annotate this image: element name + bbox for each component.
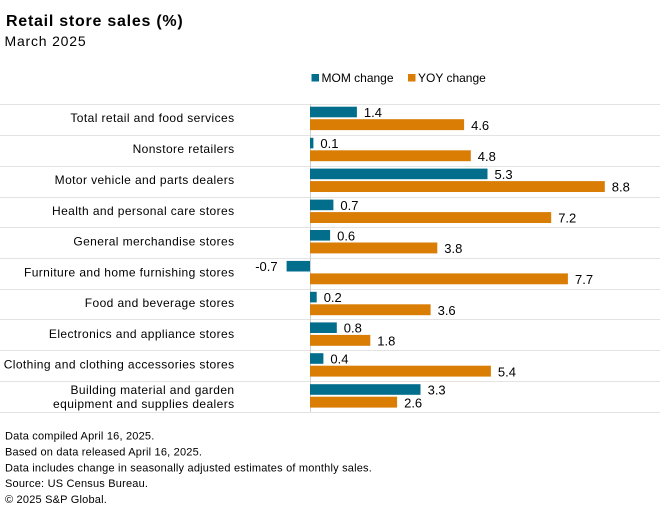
- svg-text:Electronics and appliance stor: Electronics and appliance stores: [49, 327, 235, 341]
- svg-text:0.2: 0.2: [324, 290, 342, 305]
- svg-text:Nonstore retailers: Nonstore retailers: [133, 142, 235, 156]
- svg-text:Data includes change in season: Data includes change in seasonally adjus…: [5, 462, 372, 474]
- svg-text:General merchandise stores: General merchandise stores: [73, 234, 234, 248]
- svg-text:3.8: 3.8: [444, 241, 462, 256]
- svg-text:0.4: 0.4: [330, 352, 348, 367]
- svg-text:March 2025: March 2025: [5, 33, 87, 49]
- svg-text:2.6: 2.6: [404, 395, 422, 410]
- svg-text:Data compiled April 16, 2025.: Data compiled April 16, 2025.: [5, 431, 155, 443]
- svg-text:Furniture and home furnishing: Furniture and home furnishing stores: [24, 265, 235, 279]
- svg-text:-0.7: -0.7: [255, 259, 277, 274]
- svg-text:Total retail and food services: Total retail and food services: [70, 111, 234, 125]
- svg-text:8.8: 8.8: [612, 180, 630, 195]
- svg-text:7.7: 7.7: [575, 272, 593, 287]
- svg-text:0.7: 0.7: [340, 198, 358, 213]
- svg-text:Clothing and clothing accessor: Clothing and clothing accessories stores: [4, 358, 235, 372]
- svg-text:Building material and garden: Building material and garden: [71, 383, 235, 397]
- svg-text:Motor vehicle and parts dealer: Motor vehicle and parts dealers: [55, 173, 235, 187]
- svg-text:1.8: 1.8: [377, 334, 395, 349]
- svg-text:MOM change: MOM change: [322, 71, 394, 85]
- svg-text:Source: US Census Bureau.: Source: US Census Bureau.: [5, 478, 148, 490]
- svg-text:Food and beverage stores: Food and beverage stores: [85, 296, 235, 310]
- svg-text:4.8: 4.8: [478, 149, 496, 164]
- svg-text:0.6: 0.6: [337, 228, 355, 243]
- svg-text:1.4: 1.4: [364, 105, 382, 120]
- svg-text:3.6: 3.6: [438, 303, 456, 318]
- svg-text:4.6: 4.6: [471, 118, 489, 133]
- svg-text:equipment and supplies dealers: equipment and supplies dealers: [53, 397, 234, 411]
- svg-text:Health and personal care store: Health and personal care stores: [52, 204, 235, 218]
- svg-text:Retail store sales (%): Retail store sales (%): [6, 13, 183, 30]
- svg-text:5.4: 5.4: [498, 364, 516, 379]
- svg-text:YOY change: YOY change: [418, 71, 486, 85]
- svg-text:7.2: 7.2: [558, 211, 576, 226]
- svg-text:© 2025 S&P Global.: © 2025 S&P Global.: [5, 494, 107, 506]
- svg-text:0.8: 0.8: [344, 321, 362, 336]
- svg-text:Based on data released April 1: Based on data released April 16, 2025.: [5, 446, 202, 458]
- svg-text:3.3: 3.3: [428, 383, 446, 398]
- svg-text:0.1: 0.1: [320, 136, 338, 151]
- svg-text:5.3: 5.3: [495, 167, 513, 182]
